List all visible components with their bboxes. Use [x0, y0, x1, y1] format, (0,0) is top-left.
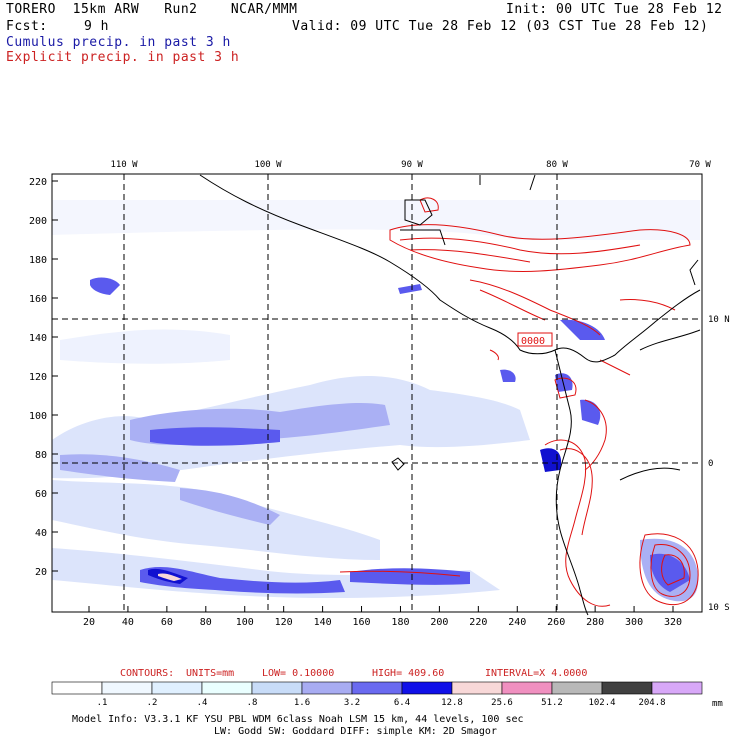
x-tick-label: 200 — [430, 617, 448, 628]
colorbar-label: 102.4 — [588, 698, 615, 708]
graticule — [52, 174, 702, 612]
svg-text:0000: 0000 — [521, 336, 545, 347]
latitude-label: 10 N — [708, 315, 730, 325]
colorbar-swatch — [551, 681, 603, 695]
x-tick-label: 260 — [547, 617, 565, 628]
init-time: Init: 00 UTC Tue 28 Feb 12 — [506, 2, 723, 17]
colorbar: .1 .2 .4 .8 1.6 3.2 6.4 12.8 25.6 51.2 102.4 204.8 — [51, 681, 703, 708]
y-tick-label: 80 — [35, 450, 47, 461]
colorbar-swatch — [51, 681, 103, 695]
x-tick-label: 320 — [664, 617, 682, 628]
x-tick-label: 180 — [391, 617, 409, 628]
colorbar-swatch — [351, 681, 403, 695]
y-tick-label: 100 — [29, 411, 47, 422]
y-axis-ticks: 220 200 180 160 140 120 100 80 60 40 20 — [29, 177, 58, 578]
cumulus-precip-field — [52, 200, 700, 602]
colorbar-swatch — [101, 681, 153, 695]
longitude-labels: 110 W 100 W 90 W 80 W 70 W — [110, 160, 711, 170]
model-title: TORERO 15km ARW Run2 NCAR/MMM — [6, 2, 298, 17]
x-tick-label: 120 — [275, 617, 293, 628]
y-tick-label: 60 — [35, 489, 47, 500]
physics-info-line: LW: Godd SW: Goddard DIFF: simple KM: 2D… — [214, 726, 497, 737]
colorbar-label: 12.8 — [441, 698, 463, 708]
x-tick-label: 280 — [586, 617, 604, 628]
y-tick-label: 140 — [29, 333, 47, 344]
y-tick-label: 160 — [29, 294, 47, 305]
latitude-labels: 10 N 0 10 S — [708, 315, 730, 613]
contours-high: HIGH= 409.60 — [372, 668, 444, 679]
coastlines — [199, 174, 701, 616]
x-tick-label: 140 — [314, 617, 332, 628]
colorbar-label: .4 — [197, 698, 208, 708]
contours-units: UNITS=mm — [186, 668, 234, 679]
x-tick-label: 20 — [83, 617, 95, 628]
x-tick-label: 100 — [236, 617, 254, 628]
colorbar-label: .8 — [247, 698, 258, 708]
x-tick-label: 160 — [353, 617, 371, 628]
x-axis-ticks: 20 40 60 80 100 120 140 160 180 200 220 240 260 280 30… — [83, 606, 682, 628]
longitude-label: 80 W — [546, 160, 568, 170]
latitude-label: 10 S — [708, 603, 730, 613]
colorbar-swatch — [401, 681, 453, 695]
valid-time: Valid: 09 UTC Tue 28 Feb 12 (03 CST Tue … — [292, 19, 709, 34]
colorbar-swatch — [501, 681, 553, 695]
colorbar-swatch — [601, 681, 653, 695]
longitude-label: 90 W — [401, 160, 423, 170]
x-tick-label: 40 — [122, 617, 134, 628]
colorbar-swatch — [651, 681, 703, 695]
map-frame — [51, 173, 703, 613]
longitude-label: 110 W — [110, 160, 138, 170]
x-tick-label: 300 — [625, 617, 643, 628]
colorbar-label: .1 — [97, 698, 108, 708]
model-info-line: Model Info: V3.3.1 KF YSU PBL WDM 6class… — [72, 714, 524, 725]
forecast-hours: 9 h — [84, 19, 109, 34]
colorbar-label: 6.4 — [394, 698, 410, 708]
colorbar-label: 1.6 — [294, 698, 310, 708]
x-tick-label: 80 — [200, 617, 212, 628]
colorbar-swatch — [151, 681, 203, 695]
colorbar-swatch — [301, 681, 353, 695]
colorbar-label: .2 — [147, 698, 158, 708]
y-tick-label: 40 — [35, 528, 47, 539]
colorbar-swatch — [251, 681, 303, 695]
label-box: 0000 — [517, 332, 553, 347]
contours-prefix: CONTOURS: — [120, 668, 174, 679]
cumulus-precip-legend: Cumulus precip. in past 3 h — [6, 35, 231, 50]
x-tick-label: 60 — [161, 617, 173, 628]
explicit-precip-legend: Explicit precip. in past 3 h — [6, 50, 240, 65]
colorbar-label: 25.6 — [491, 698, 513, 708]
y-tick-label: 180 — [29, 255, 47, 266]
colorbar-label: 204.8 — [638, 698, 665, 708]
forecast-label: Fcst: — [6, 19, 48, 34]
colorbar-label: 51.2 — [541, 698, 563, 708]
x-tick-label: 220 — [469, 617, 487, 628]
longitude-label: 100 W — [254, 160, 282, 170]
x-tick-label: 240 — [508, 617, 526, 628]
colorbar-unit: mm — [712, 699, 723, 709]
y-tick-label: 220 — [29, 177, 47, 188]
contours-low: LOW= 0.10000 — [262, 668, 334, 679]
colorbar-swatch — [451, 681, 503, 695]
y-tick-label: 120 — [29, 372, 47, 383]
y-tick-label: 200 — [29, 216, 47, 227]
colorbar-label: 3.2 — [344, 698, 360, 708]
explicit-precip-contours — [339, 197, 699, 607]
contours-interval: INTERVAL=X 4.0000 — [485, 668, 587, 679]
colorbar-swatch — [201, 681, 253, 695]
latitude-label: 0 — [708, 459, 713, 469]
y-tick-label: 20 — [35, 567, 47, 578]
longitude-label: 70 W — [689, 160, 711, 170]
